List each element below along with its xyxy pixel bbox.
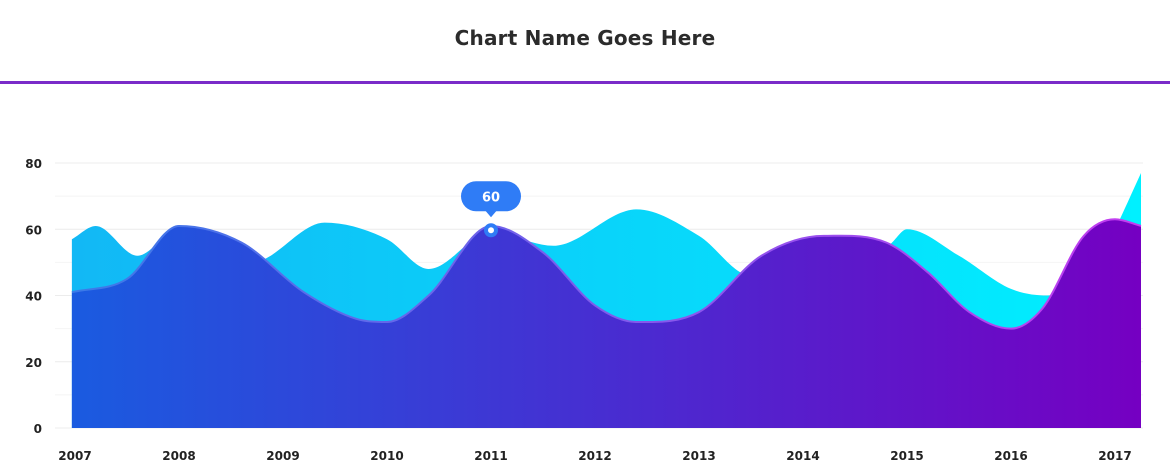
- x-tick-label: 2009: [266, 449, 299, 463]
- x-axis: 2007 2008 2009 2010 2011 2012 2013 2014 2015 2016…: [58, 449, 1131, 463]
- y-axis: 0 20 40 60 80: [25, 157, 42, 436]
- chart-header: Chart Name Goes Here: [0, 0, 1170, 84]
- x-tick-label: 2007: [58, 449, 91, 463]
- y-tick-label: 0: [34, 422, 42, 436]
- x-tick-label: 2011: [474, 449, 507, 463]
- highlight-point-inner: [488, 227, 494, 234]
- y-tick-label: 20: [25, 356, 42, 370]
- series-layer: [71, 172, 1142, 428]
- tooltip-bubble: [461, 181, 521, 212]
- x-tick-label: 2008: [162, 449, 195, 463]
- y-tick-label: 40: [25, 290, 42, 304]
- x-tick-label: 2012: [578, 449, 611, 463]
- series-2-line: [71, 218, 1142, 330]
- y-tick-label: 60: [25, 223, 42, 237]
- x-tick-label: 2013: [682, 449, 715, 463]
- tooltip-value: 60: [482, 190, 500, 205]
- area-chart: 0 20 40 60 80 2007 2008 2009 2010 2011 2012 2013 20…: [0, 86, 1170, 476]
- tooltip-pointer: [485, 210, 497, 218]
- tooltip: 60: [461, 181, 521, 238]
- x-tick-label: 2016: [994, 449, 1027, 463]
- chart-title: Chart Name Goes Here: [454, 26, 716, 50]
- y-tick-label: 80: [25, 157, 42, 171]
- x-tick-label: 2010: [370, 449, 403, 463]
- x-tick-label: 2015: [890, 449, 923, 463]
- series-2-area: [71, 219, 1141, 428]
- x-tick-label: 2017: [1098, 449, 1131, 463]
- x-tick-label: 2014: [786, 449, 819, 463]
